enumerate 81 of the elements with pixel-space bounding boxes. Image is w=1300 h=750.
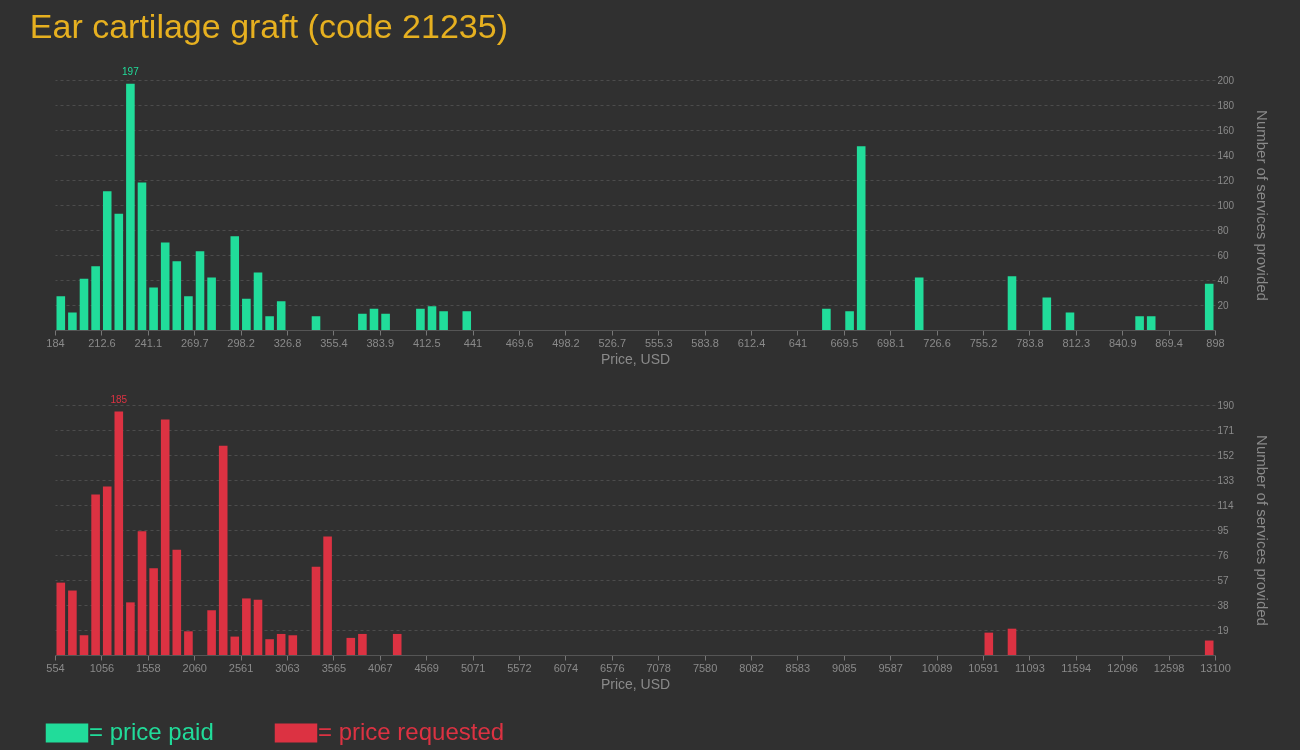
x-tick-label: 269.7 — [180, 336, 209, 349]
y-tick-label: 200 — [1217, 74, 1235, 86]
y-tick-label: 20 — [1217, 299, 1230, 311]
y-tick-label: 120 — [1217, 174, 1235, 186]
x-tick-label: 612.4 — [737, 336, 766, 349]
x-tick-label: 6074 — [553, 661, 579, 674]
x-axis-title: Price, USD — [600, 675, 671, 692]
x-tick-label: 5572 — [507, 661, 532, 674]
x-tick-label: 1558 — [136, 661, 161, 674]
x-tick-label: 1056 — [89, 661, 115, 674]
x-tick-label: 812.3 — [1062, 336, 1091, 349]
y-tick-label: 152 — [1217, 449, 1235, 461]
x-tick-label: 326.8 — [273, 336, 302, 349]
x-tick-label: 641 — [788, 336, 808, 349]
x-tick-label: 9587 — [878, 661, 903, 674]
x-axis-title: Price, USD — [600, 350, 671, 367]
y-axis-title: Number of services provided — [1254, 110, 1272, 301]
x-tick-label: 669.5 — [830, 336, 859, 349]
x-tick-label: 3063 — [275, 661, 300, 674]
x-tick-label: 469.6 — [505, 336, 534, 349]
x-tick-label: 3565 — [321, 661, 347, 674]
y-axis-title: Number of services provided — [1254, 435, 1272, 626]
x-tick-label: 298.2 — [227, 336, 255, 349]
chart-title: Ear cartilage graft (code 21235) — [29, 6, 508, 45]
x-tick-label: 6576 — [600, 661, 625, 674]
x-tick-label: 526.7 — [598, 336, 627, 349]
x-tick-label: 12598 — [1153, 661, 1185, 674]
y-tick-label: 38 — [1217, 599, 1230, 611]
y-tick-label: 19 — [1217, 624, 1230, 636]
x-tick-label: 5071 — [460, 661, 486, 674]
y-tick-label: 95 — [1217, 524, 1230, 536]
x-tick-label: 10591 — [968, 661, 999, 674]
x-tick-label: 412.5 — [412, 336, 441, 349]
x-tick-label: 13100 — [1200, 661, 1231, 674]
x-tick-label: 8082 — [739, 661, 764, 674]
x-tick-label: 555.3 — [644, 336, 673, 349]
x-tick-label: 755.2 — [969, 336, 998, 349]
y-tick-label: 140 — [1217, 149, 1235, 161]
x-tick-label: 383.9 — [366, 336, 395, 349]
y-tick-label: 60 — [1217, 249, 1230, 261]
x-tick-label: 11093 — [1015, 661, 1045, 674]
annotation: 197 — [122, 65, 140, 77]
x-tick-label: 441 — [463, 336, 483, 349]
x-tick-label: 583.8 — [691, 336, 719, 349]
y-tick-label: 40 — [1217, 274, 1230, 286]
legend-label: = price paid — [89, 718, 214, 745]
x-tick-label: 355.4 — [320, 336, 348, 349]
legend-label: = price requested — [318, 718, 505, 745]
y-tick-label: 171 — [1217, 424, 1235, 436]
y-tick-label: 76 — [1217, 549, 1230, 561]
x-tick-label: 2060 — [182, 661, 207, 674]
y-tick-label: 160 — [1217, 124, 1235, 136]
annotation: 185 — [110, 393, 128, 405]
x-tick-label: 898 — [1206, 336, 1225, 349]
x-tick-label: 498.2 — [552, 336, 580, 349]
x-tick-label: 554 — [46, 661, 65, 674]
x-tick-label: 9085 — [832, 661, 857, 674]
y-tick-label: 57 — [1217, 574, 1230, 586]
x-tick-label: 8583 — [785, 661, 811, 674]
x-tick-label: 10089 — [921, 661, 953, 674]
x-tick-label: 11594 — [1061, 661, 1092, 674]
x-tick-label: 726.6 — [923, 336, 951, 349]
x-tick-label: 12096 — [1107, 661, 1138, 674]
y-tick-label: 133 — [1217, 474, 1235, 486]
x-tick-label: 184 — [46, 336, 65, 349]
y-tick-label: 80 — [1217, 224, 1230, 236]
x-tick-label: 783.8 — [1016, 336, 1044, 349]
y-tick-label: 180 — [1217, 99, 1235, 111]
y-tick-label: 100 — [1217, 199, 1235, 211]
x-tick-label: 698.1 — [876, 336, 905, 349]
y-tick-label: 190 — [1217, 399, 1235, 411]
x-tick-label: 4067 — [368, 661, 393, 674]
x-tick-label: 7580 — [692, 661, 718, 674]
x-tick-label: 241.1 — [134, 336, 163, 349]
x-tick-label: 4569 — [414, 661, 439, 674]
x-tick-label: 212.6 — [88, 336, 116, 349]
x-tick-label: 840.9 — [1108, 336, 1137, 349]
x-tick-label: 869.4 — [1155, 336, 1183, 349]
y-tick-label: 114 — [1217, 499, 1234, 511]
x-tick-label: 2561 — [228, 661, 254, 674]
x-tick-label: 7078 — [646, 661, 671, 674]
